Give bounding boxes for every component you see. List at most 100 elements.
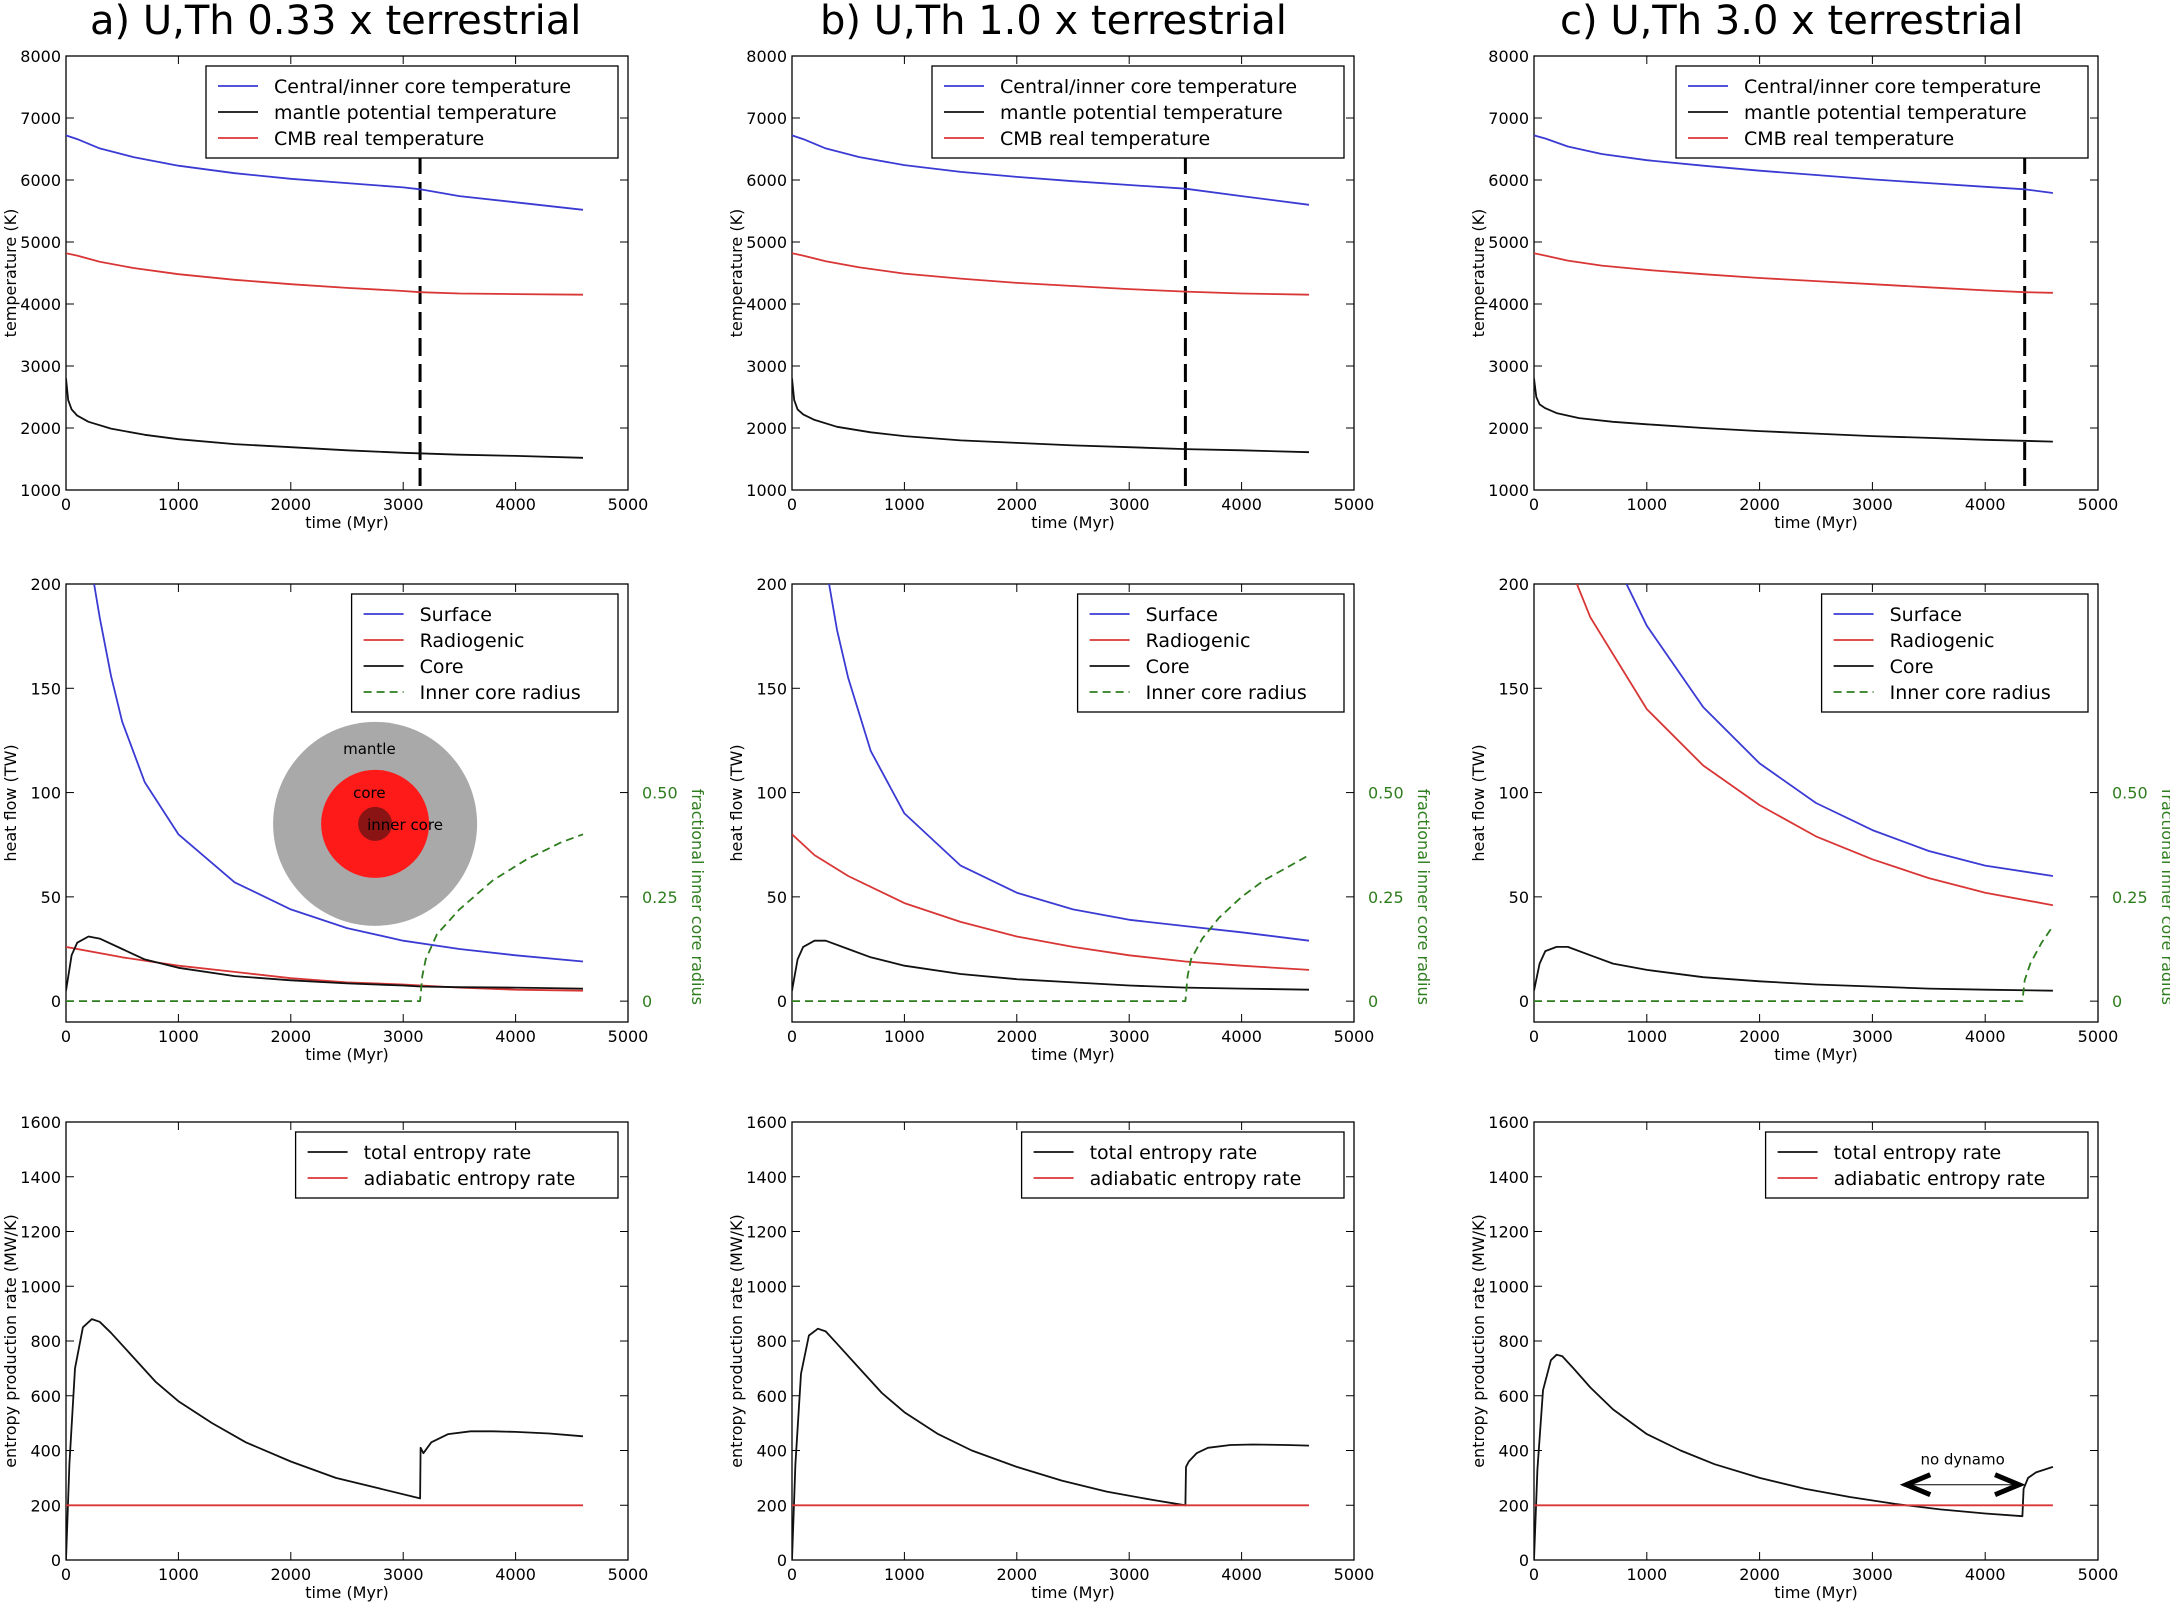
y2-axis-label: fractional inner core radius	[1414, 789, 1433, 1005]
y-tick-label: 400	[1498, 1442, 1529, 1461]
series-line-mantle-potential-temperature	[1534, 378, 2053, 443]
legend-box	[1020, 1131, 1345, 1199]
y-tick-label: 0	[777, 992, 787, 1011]
y-axis-label: temperature (K)	[727, 209, 746, 338]
y-tick-label: 0	[777, 1551, 787, 1570]
x-axis-label: time (Myr)	[1774, 1045, 1858, 1064]
x-tick-label: 0	[61, 1565, 71, 1584]
x-tick-label: 4000	[1221, 495, 1262, 514]
x-tick-label: 2000	[996, 1027, 1037, 1046]
legend-box	[205, 65, 619, 159]
legend-label: CMB real temperature	[1000, 128, 1210, 150]
legend-label: Radiogenic	[1146, 630, 1251, 652]
y-axis-label: temperature (K)	[1, 209, 20, 338]
x-tick-label: 3000	[1852, 1027, 1893, 1046]
series-line-surface	[828, 584, 1310, 942]
y-tick-label: 600	[1498, 1387, 1529, 1406]
series-line-surface	[93, 584, 584, 963]
x-tick-label: 4000	[1965, 1565, 2006, 1584]
y-tick-label: 5000	[746, 233, 787, 252]
series-line-cmb-real-temperature	[792, 252, 1310, 296]
y-tick-label: 600	[30, 1387, 61, 1406]
x-tick-label: 0	[61, 495, 71, 514]
x-axis-label: time (Myr)	[305, 1583, 389, 1602]
series-line-inner-core-radius	[66, 833, 584, 1002]
y-tick-label: 8000	[20, 47, 61, 66]
legend-label: mantle potential temperature	[274, 102, 557, 124]
y-tick-label: 200	[1498, 1496, 1529, 1515]
legend: total entropy rate adiabatic entropy rate	[1764, 1131, 2089, 1199]
y-tick-label: 1000	[20, 1277, 61, 1296]
y-tick-label: 200	[1498, 575, 1529, 594]
series-group	[1534, 1353, 2054, 1560]
y-tick-label: 0	[1519, 992, 1529, 1011]
y-tick-label: 7000	[1488, 109, 1529, 128]
series-group	[1534, 584, 2054, 1002]
y-tick-label: 7000	[746, 109, 787, 128]
x-tick-label: 1000	[1626, 495, 1667, 514]
x-axis-label: time (Myr)	[1774, 513, 1858, 532]
y-tick-label: 5000	[20, 233, 61, 252]
x-tick-label: 1000	[884, 1565, 925, 1584]
legend-box	[1764, 1131, 2089, 1199]
plot-frame	[65, 583, 629, 1023]
series-line-radiogenic	[1576, 584, 2054, 907]
x-tick-label: 2000	[270, 1565, 311, 1584]
legend-label: Central/inner core temperature	[274, 76, 571, 98]
legend-label: total entropy rate	[1090, 1142, 1258, 1164]
chart-1-1: 0 1000 2000 3000 4000 500005010015020000.250.…	[727, 575, 1433, 1064]
panel-title-c: c) U,Th 3.0 x terrestrial	[1560, 0, 2023, 44]
y-tick-label: 4000	[746, 295, 787, 314]
y-tick-label: 200	[756, 575, 787, 594]
y-tick-label: 6000	[1488, 171, 1529, 190]
charts-layer: 0 1000 2000 3000 4000 50001000200030004000500…	[1, 47, 2170, 1602]
y-tick-label: 1000	[746, 1277, 787, 1296]
x-tick-label: 4000	[495, 1027, 536, 1046]
y-tick-label: 1600	[746, 1113, 787, 1132]
x-tick-label: 3000	[1852, 1565, 1893, 1584]
series-group	[792, 584, 1310, 1002]
x-tick-label: 1000	[1626, 1027, 1667, 1046]
y2-tick-label: 0.25	[2112, 888, 2148, 907]
y2-axis-label: fractional inner core radius	[2158, 789, 2170, 1005]
legend-label: mantle potential temperature	[1744, 102, 2027, 124]
series-line-core	[1534, 946, 2053, 992]
y-tick-label: 400	[30, 1442, 61, 1461]
x-tick-label: 0	[787, 1565, 797, 1584]
y-tick-label: 1400	[20, 1168, 61, 1187]
series-line-mantle-potential-temperature	[792, 378, 1310, 454]
inner-core	[358, 806, 393, 841]
legend-label: Core	[420, 656, 464, 678]
x-tick-label: 3000	[383, 1027, 424, 1046]
no-dynamo-arrowhead-right	[1994, 1472, 2026, 1498]
legend-label: Radiogenic	[420, 630, 525, 652]
legend: total entropy rate adiabatic entropy rate	[1020, 1131, 1345, 1199]
y-tick-label: 800	[756, 1332, 787, 1351]
y-tick-label: 800	[30, 1332, 61, 1351]
legend: Central/inner core temperature mantle pot…	[1675, 65, 2089, 159]
x-tick-label: 5000	[2078, 1027, 2119, 1046]
x-tick-label: 1000	[1626, 1565, 1667, 1584]
y-tick-label: 3000	[1488, 357, 1529, 376]
legend-box	[1675, 65, 2089, 159]
legend: Central/inner core temperature mantle pot…	[205, 65, 619, 159]
legend-label: adiabatic entropy rate	[364, 1168, 576, 1190]
series-line-central-inner-core-temperature	[66, 134, 584, 211]
inset-label-inner-core: inner core	[367, 816, 443, 834]
y-tick-label: 0	[51, 1551, 61, 1570]
x-tick-label: 2000	[1739, 1565, 1780, 1584]
series-group	[66, 1318, 584, 1560]
series-line-cmb-real-temperature	[66, 252, 584, 296]
y-tick-label: 50	[41, 888, 61, 907]
panel-title-a: a) U,Th 0.33 x terrestrial	[90, 0, 581, 44]
y-tick-label: 1000	[1488, 1277, 1529, 1296]
x-axis-label: time (Myr)	[1031, 1045, 1115, 1064]
x-tick-label: 5000	[2078, 495, 2119, 514]
y-tick-label: 200	[30, 1496, 61, 1515]
inset-label-core: core	[353, 784, 386, 802]
series-group	[1534, 134, 2054, 443]
legend-box	[294, 1131, 619, 1199]
y-tick-label: 8000	[1488, 47, 1529, 66]
x-tick-label: 3000	[1109, 1565, 1150, 1584]
y-tick-label: 150	[1498, 679, 1529, 698]
